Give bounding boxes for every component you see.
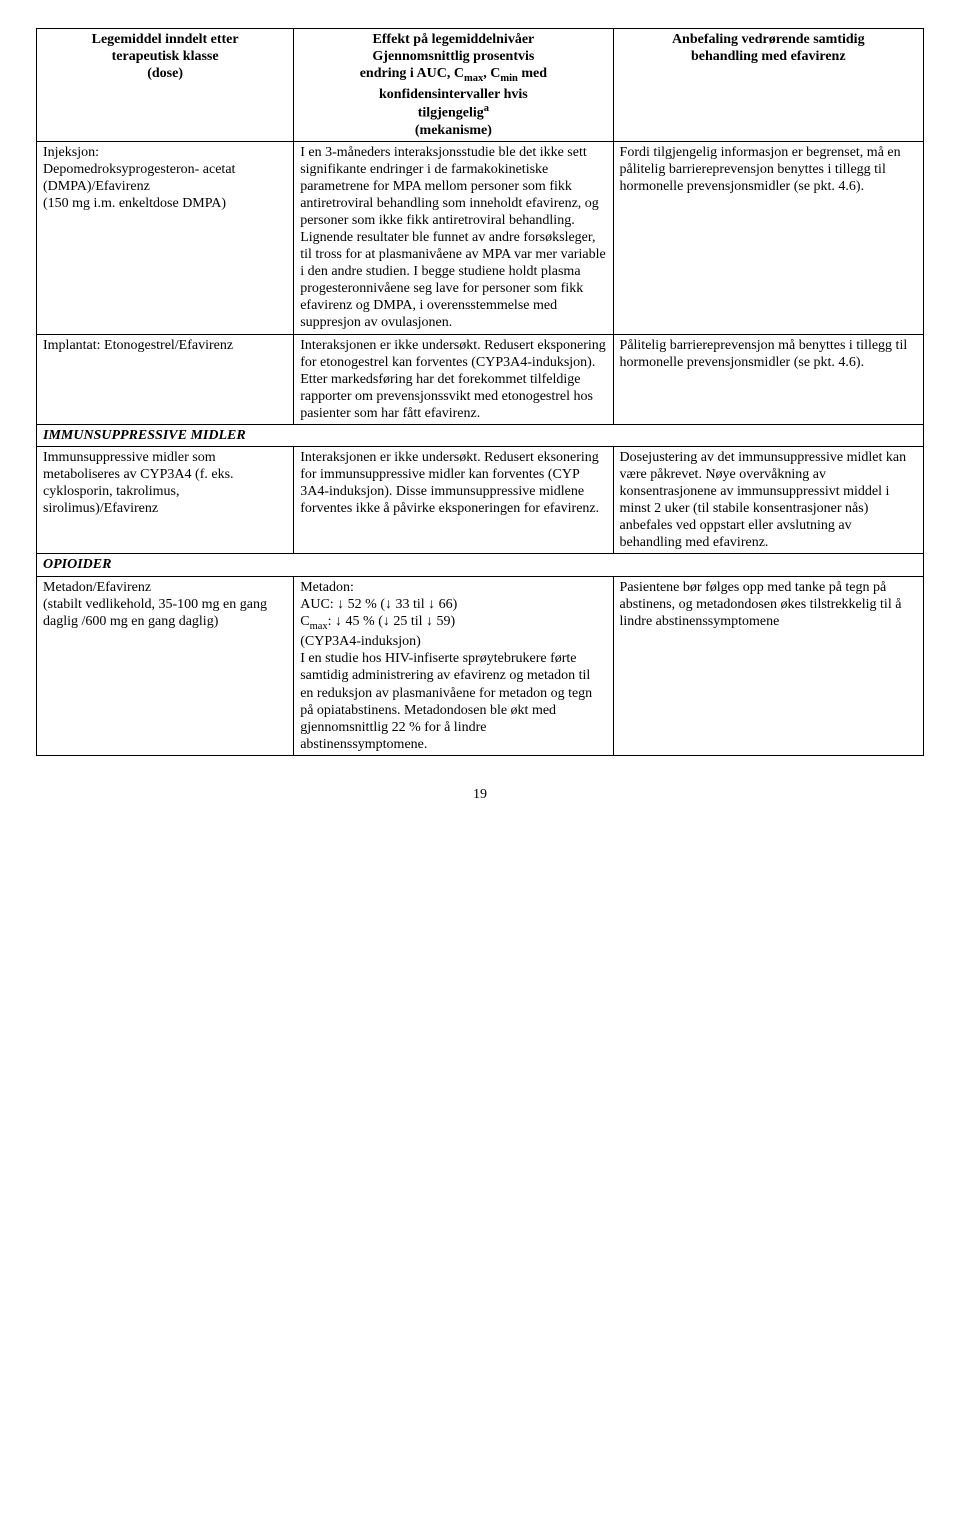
- table-row: Injeksjon: Depomedroksyprogesteron- acet…: [37, 141, 924, 334]
- hdr-text: tilgjengelig: [418, 105, 484, 120]
- section-row-opioider: OPIOIDER: [37, 554, 924, 576]
- section-row-immunsuppressive: IMMUNSUPPRESSIVE MIDLER: [37, 424, 924, 446]
- cell-effect: I en 3-måneders interaksjonsstudie ble d…: [294, 141, 613, 334]
- section-header: OPIOIDER: [37, 554, 924, 576]
- hdr-text: Legemiddel inndelt etter: [92, 32, 239, 47]
- header-col3: Anbefaling vedrørende samtidig behandlin…: [613, 29, 923, 142]
- table-row: Implantat: Etonogestrel/Efavirenz Intera…: [37, 334, 924, 424]
- table-row: Metadon/Efavirenz (stabilt vedlikehold, …: [37, 576, 924, 755]
- cell-effect: Interaksjonen er ikke undersøkt. Reduser…: [294, 446, 613, 553]
- hdr-text: , C: [483, 66, 500, 81]
- hdr-text: terapeutisk klasse: [112, 49, 219, 64]
- page-number: 19: [36, 786, 924, 803]
- drug-interaction-table: Legemiddel inndelt etter terapeutisk kla…: [36, 28, 924, 756]
- header-col2: Effekt på legemiddelnivåer Gjennomsnittl…: [294, 29, 613, 142]
- hdr-text: behandling med efavirenz: [691, 49, 846, 64]
- table-header-row: Legemiddel inndelt etter terapeutisk kla…: [37, 29, 924, 142]
- cell-recommendation: Pålitelig barriereprevensjon må benyttes…: [613, 334, 923, 424]
- hdr-text: Effekt på legemiddelnivåer: [372, 32, 534, 47]
- cell-drug: Immunsuppressive midler som metabolisere…: [37, 446, 294, 553]
- hdr-text: konfidensintervaller hvis: [379, 87, 528, 102]
- table-row: Immunsuppressive midler som metabolisere…: [37, 446, 924, 553]
- cell-drug: Metadon/Efavirenz (stabilt vedlikehold, …: [37, 576, 294, 755]
- hdr-text: endring i AUC, C: [360, 66, 464, 81]
- section-header: IMMUNSUPPRESSIVE MIDLER: [37, 424, 924, 446]
- cell-drug: Implantat: Etonogestrel/Efavirenz: [37, 334, 294, 424]
- header-col1: Legemiddel inndelt etter terapeutisk kla…: [37, 29, 294, 142]
- hdr-text: Gjennomsnittlig prosentvis: [372, 49, 534, 64]
- superscript-a: a: [484, 103, 489, 114]
- cell-drug: Injeksjon: Depomedroksyprogesteron- acet…: [37, 141, 294, 334]
- subscript-max: max: [464, 73, 483, 84]
- hdr-text: (dose): [147, 66, 183, 81]
- hdr-text: med: [518, 66, 547, 81]
- cell-recommendation: Pasientene bør følges opp med tanke på t…: [613, 576, 923, 755]
- hdr-text: Anbefaling vedrørende samtidig: [672, 32, 865, 47]
- cell-effect: Interaksjonen er ikke undersøkt. Reduser…: [294, 334, 613, 424]
- hdr-text: (mekanisme): [415, 123, 492, 138]
- subscript-min: min: [500, 73, 518, 84]
- cell-recommendation: Fordi tilgjengelig informasjon er begren…: [613, 141, 923, 334]
- cell-effect: Metadon: AUC: ↓ 52 % (↓ 33 til ↓ 66) Cma…: [294, 576, 613, 755]
- cell-recommendation: Dosejustering av det immunsuppressive mi…: [613, 446, 923, 553]
